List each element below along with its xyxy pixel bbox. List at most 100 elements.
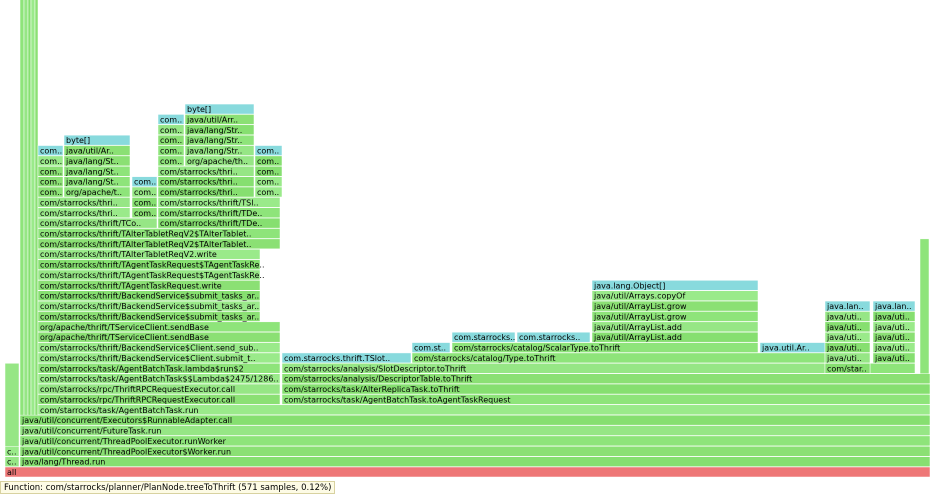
frame[interactable] (37, 404, 931, 416)
frame[interactable] (131, 207, 158, 218)
frame[interactable] (63, 155, 131, 167)
frame[interactable] (157, 155, 185, 167)
frame[interactable] (184, 134, 255, 146)
frame[interactable] (37, 394, 281, 405)
frame[interactable] (184, 155, 255, 167)
frame[interactable] (131, 176, 158, 187)
frame[interactable] (872, 311, 916, 322)
frame[interactable] (37, 248, 261, 260)
frame[interactable] (157, 134, 185, 146)
frame[interactable] (824, 331, 871, 343)
frame-label: java/util/concurrent/FutureTask.run (21, 427, 161, 436)
frame[interactable] (157, 207, 281, 218)
frame[interactable] (37, 197, 131, 208)
frame-label: com/starrocks/thrift/TDe.. (160, 219, 262, 228)
frame[interactable] (37, 290, 261, 301)
frame[interactable] (254, 145, 283, 156)
frame[interactable] (157, 145, 185, 156)
frame[interactable] (824, 300, 871, 312)
frame-label: java/uti.. (874, 333, 910, 342)
frame[interactable] (281, 352, 412, 364)
frame[interactable] (157, 217, 281, 229)
frame[interactable] (19, 435, 931, 447)
frame[interactable] (37, 155, 64, 167)
frame[interactable] (37, 166, 64, 177)
frame[interactable] (37, 352, 281, 364)
frame[interactable] (157, 197, 281, 208)
frame[interactable] (131, 197, 158, 208)
frame[interactable] (254, 155, 283, 167)
frame[interactable] (37, 186, 64, 198)
frame[interactable] (516, 331, 591, 343)
frame[interactable] (451, 342, 759, 353)
frame[interactable] (184, 124, 255, 136)
frame[interactable] (254, 186, 283, 198)
frame[interactable] (19, 425, 931, 436)
frame[interactable] (19, 446, 931, 457)
frame[interactable] (281, 394, 931, 405)
frame[interactable] (37, 176, 64, 187)
frame[interactable] (37, 228, 281, 239)
frame[interactable] (37, 280, 261, 291)
frame[interactable] (872, 331, 916, 343)
frame[interactable] (254, 166, 283, 177)
frame[interactable] (37, 331, 281, 343)
frame[interactable] (824, 311, 871, 322)
frame[interactable] (37, 145, 64, 156)
frame[interactable] (591, 321, 759, 333)
frame[interactable] (4, 446, 20, 457)
frame[interactable] (37, 321, 281, 333)
frame[interactable] (591, 331, 759, 343)
frame[interactable] (4, 466, 931, 478)
frame[interactable] (131, 186, 158, 198)
frame[interactable] (157, 124, 185, 136)
frame[interactable] (37, 217, 158, 229)
frame[interactable] (37, 342, 281, 353)
frame[interactable] (591, 311, 759, 322)
frame[interactable] (184, 145, 255, 156)
frame[interactable] (872, 342, 916, 353)
frame[interactable] (63, 134, 131, 146)
frame-label: com/starrocks/rpc/ThriftRPCRequestExecut… (40, 385, 235, 394)
frame[interactable] (37, 207, 131, 218)
frame[interactable] (591, 290, 759, 301)
frame[interactable] (184, 114, 255, 125)
frame[interactable] (451, 331, 516, 343)
frame[interactable] (157, 166, 255, 177)
frame[interactable] (281, 383, 931, 395)
frame[interactable] (254, 176, 283, 187)
frame[interactable] (37, 311, 261, 322)
frame-label: com/starrocks/task/AgentBatchTask.run (40, 406, 199, 415)
frame[interactable] (37, 238, 281, 250)
frame[interactable] (157, 176, 255, 187)
frame[interactable] (157, 114, 185, 125)
frame-label: java/lang/St.. (65, 178, 119, 187)
frame[interactable] (19, 456, 931, 467)
frame[interactable] (37, 363, 281, 374)
frame[interactable] (19, 414, 931, 426)
frame[interactable] (824, 342, 871, 353)
frame[interactable] (824, 321, 871, 333)
frame[interactable] (872, 321, 916, 333)
frame-label: com/starrocks/thrift/TAgentTaskRequest.w… (40, 281, 222, 290)
frame[interactable] (37, 373, 281, 384)
frame[interactable] (824, 363, 871, 374)
frame[interactable] (411, 342, 451, 353)
frame[interactable] (63, 166, 131, 177)
frame[interactable] (4, 456, 20, 467)
frame[interactable] (872, 300, 916, 312)
frame[interactable] (37, 269, 261, 281)
frame[interactable] (184, 103, 255, 115)
frame[interactable] (872, 352, 916, 364)
frame[interactable] (63, 145, 131, 156)
frame[interactable] (281, 373, 931, 384)
frame[interactable] (824, 352, 871, 364)
frame[interactable] (591, 300, 759, 312)
frame[interactable] (37, 259, 261, 270)
frame[interactable] (63, 186, 131, 198)
frame[interactable] (157, 186, 255, 198)
frame[interactable] (63, 176, 131, 187)
frame[interactable] (37, 383, 281, 395)
frame[interactable] (37, 300, 261, 312)
frame[interactable] (591, 280, 759, 291)
